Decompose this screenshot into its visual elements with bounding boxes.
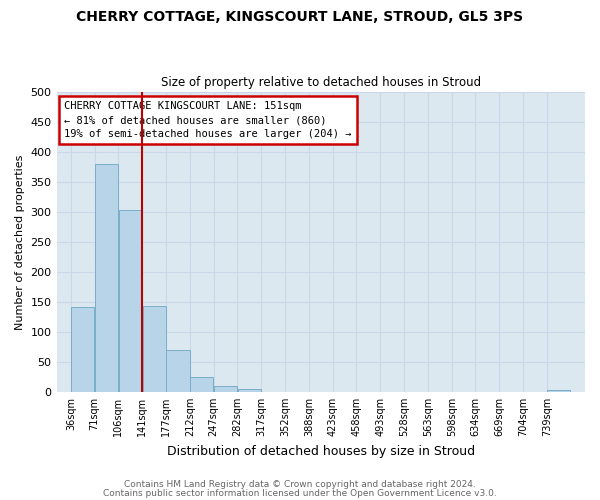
Bar: [119, 210, 142, 392]
Text: Contains public sector information licensed under the Open Government Licence v3: Contains public sector information licen…: [103, 489, 497, 498]
Text: CHERRY COTTAGE KINGSCOURT LANE: 151sqm
← 81% of detached houses are smaller (860: CHERRY COTTAGE KINGSCOURT LANE: 151sqm ←…: [64, 101, 352, 139]
Bar: [166, 350, 190, 392]
Title: Size of property relative to detached houses in Stroud: Size of property relative to detached ho…: [161, 76, 481, 90]
Bar: [71, 308, 94, 392]
Y-axis label: Number of detached properties: Number of detached properties: [15, 154, 25, 330]
Text: CHERRY COTTAGE, KINGSCOURT LANE, STROUD, GL5 3PS: CHERRY COTTAGE, KINGSCOURT LANE, STROUD,…: [76, 10, 524, 24]
Bar: [95, 164, 118, 392]
Bar: [547, 390, 571, 392]
Bar: [214, 386, 237, 392]
Text: Contains HM Land Registry data © Crown copyright and database right 2024.: Contains HM Land Registry data © Crown c…: [124, 480, 476, 489]
X-axis label: Distribution of detached houses by size in Stroud: Distribution of detached houses by size …: [167, 444, 475, 458]
Bar: [190, 377, 214, 392]
Bar: [238, 389, 261, 392]
Bar: [143, 306, 166, 392]
